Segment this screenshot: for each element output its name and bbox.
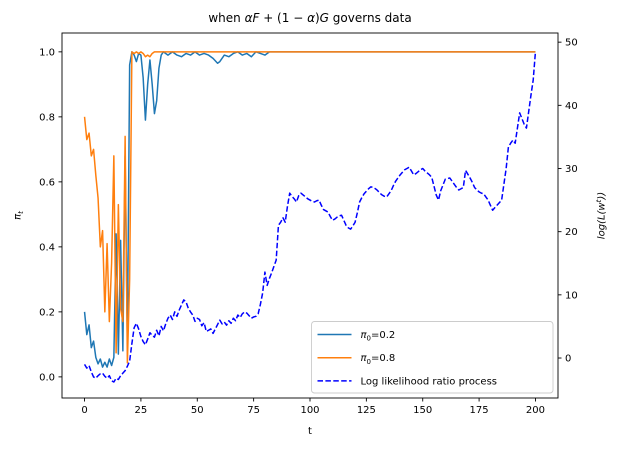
y-right-tick-label: 20	[565, 227, 578, 238]
x-axis-tick-label: 0	[81, 405, 87, 416]
x-axis-tick-label: 150	[413, 405, 432, 416]
legend-label: π0=0.8	[361, 353, 396, 366]
x-axis-tick-label: 100	[300, 405, 319, 416]
legend-label: Log likelihood ratio process	[361, 376, 498, 387]
y-left-tick-label: 0.4	[39, 242, 55, 253]
y-right-tick-label: 10	[565, 290, 578, 301]
y-left-tick-label: 0.8	[39, 112, 55, 123]
y-left-tick-label: 0.2	[39, 307, 55, 318]
x-axis-tick-label: 25	[135, 405, 148, 416]
pi0-0.2-line	[83, 51, 536, 368]
x-axis-tick-label: 200	[526, 405, 545, 416]
y-right-tick-label: 40	[565, 101, 578, 112]
y-right-axis-label: log(L(wt))	[595, 192, 608, 239]
legend-label: π0=0.2	[361, 330, 396, 343]
x-axis-tick-label: 75	[247, 405, 260, 416]
log-likelihood-line	[83, 51, 537, 383]
x-axis-label: t	[308, 426, 312, 437]
y-right-tick-label: 50	[565, 38, 578, 49]
pi0-0.8-line	[83, 51, 536, 364]
x-axis-tick-label: 175	[470, 405, 489, 416]
legend-box	[311, 321, 554, 394]
y-left-tick-label: 0.0	[39, 372, 55, 383]
y-left-tick-label: 1.0	[39, 47, 55, 58]
y-left-tick-label: 0.6	[39, 177, 55, 188]
chart-title: when αF + (1 − α)G governs data	[208, 11, 411, 25]
x-axis-tick-label: 50	[191, 405, 204, 416]
y-right-tick-label: 30	[565, 164, 578, 175]
x-axis-tick-label: 125	[357, 405, 376, 416]
y-right-tick-label: 0	[565, 354, 571, 365]
y-left-axis-label: πt	[13, 211, 26, 220]
